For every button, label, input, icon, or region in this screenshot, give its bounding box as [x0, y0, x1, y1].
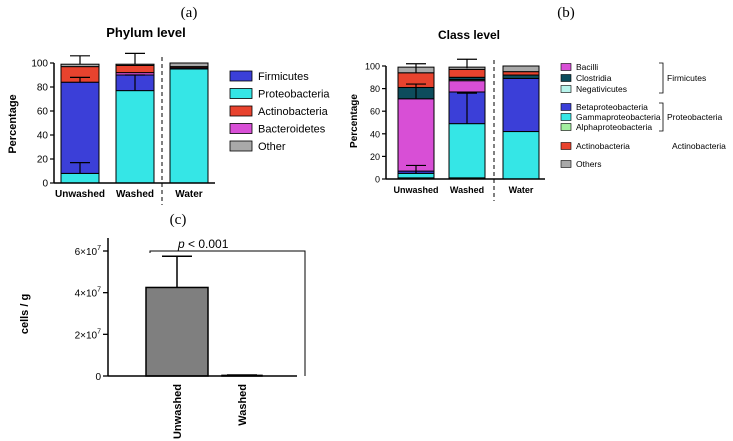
b-legend-bracket-firmicutes [659, 62, 664, 94]
b-bar-water-gammaproteobacteria [502, 131, 540, 180]
a-bar-unwashed-proteobacteria [60, 172, 100, 184]
b-legend-bracket-proteobacteria [659, 102, 664, 132]
a-legend-label-other: Other [258, 141, 286, 153]
a-xtick-label-washed: Washed [116, 189, 154, 200]
a-bar-washed-proteobacteria [115, 90, 155, 184]
b-bar-water-others [502, 65, 540, 73]
a-ytick-label-0: 0 [42, 179, 48, 190]
b-legend-swatch-betaproteobacteria [560, 103, 572, 111]
a-legend-swatch-firmicutes [229, 70, 253, 82]
c-ytick-exp: 7 [97, 328, 101, 335]
b-legend-group-firmicutes: Firmicutes [667, 73, 706, 83]
a-legend-label-proteobacteria: Proteobacteria [258, 89, 330, 101]
annotation-p: p [177, 237, 185, 251]
b-legend-group-actinobacteria: Actinobacteria [672, 141, 726, 151]
b-legend-swatch-alphaproteobacteria [560, 123, 572, 131]
c-ytick-label-20000000: 2×107 [75, 328, 102, 341]
b-bar-water-actinobacteria [502, 71, 540, 76]
a-bar-water-other [169, 62, 209, 68]
a-ytick-label-20: 20 [37, 155, 49, 166]
panel-label-a: (a) [181, 5, 198, 21]
a-bar-unwashed-other [60, 63, 100, 68]
panel-label-b: (b) [557, 5, 575, 21]
b-legend-swatch-clostridia [560, 74, 572, 82]
c-ytick-base: 2×10 [75, 330, 98, 341]
a-xtick-label-unwashed: Unwashed [55, 189, 105, 200]
a-bar-washed-other [115, 63, 155, 66]
b-xtick-label-water: Water [509, 185, 534, 195]
a-legend-swatch-bacteroidetes [229, 123, 253, 134]
c-xtick-label-washed: Washed [237, 384, 249, 426]
panel-label-c: (c) [170, 212, 187, 228]
chart-c-ylabel: cells / g [19, 294, 31, 334]
b-bar-washed-bacilli [448, 80, 486, 93]
a-xtick-label-water: Water [175, 189, 203, 200]
chart-b-title: Class level [438, 28, 500, 42]
a-bar-water-proteobacteria [169, 68, 209, 184]
chart-a-ylabel: Percentage [7, 94, 19, 153]
b-legend-label-alphaproteobacteria: Alphaproteobacteria [576, 122, 652, 132]
b-legend-label-clostridia: Clostridia [576, 73, 612, 83]
b-legend-label-negativicutes: Negativicutes [576, 84, 627, 94]
c-ytick-base: 4×10 [75, 289, 98, 300]
b-xtick-label-unwashed: Unwashed [393, 185, 438, 195]
annotation-threshold: < 0.001 [185, 237, 229, 251]
c-ytick-base: 0 [95, 372, 101, 383]
a-legend-label-actinobacteria: Actinobacteria [258, 106, 329, 118]
c-xtick-label-unwashed: Unwashed [172, 384, 184, 439]
b-ytick-label-100: 100 [365, 62, 380, 72]
b-legend-swatch-bacilli [560, 63, 572, 71]
chart-c-annotation: p < 0.001 [177, 237, 229, 251]
a-ytick-label-40: 40 [37, 131, 49, 142]
b-legend-group-proteobacteria: Proteobacteria [667, 112, 723, 122]
b-legend-swatch-others [560, 160, 572, 168]
a-bar-washed-actinobacteria [115, 64, 155, 74]
b-bar-water-clostridia [502, 74, 540, 79]
b-legend-label-betaproteobacteria: Betaproteobacteria [576, 102, 648, 112]
b-legend-label-actinobacteria: Actinobacteria [576, 141, 630, 151]
b-ytick-label-0: 0 [375, 175, 380, 185]
a-legend-label-bacteroidetes: Bacteroidetes [258, 124, 326, 136]
c-ytick-exp: 7 [97, 245, 101, 252]
c-ytick-label-0: 0 [95, 372, 101, 383]
a-bar-unwashed-firmicutes [60, 81, 100, 174]
a-legend-swatch-proteobacteria [229, 88, 253, 99]
chart-a-title: Phylum level [106, 25, 185, 40]
chart-phylum-level: Phylum level Percentage 0 20 40 60 80 100 Unwa… [7, 25, 330, 205]
chart-class-level: Class level Percentage 0 20 40 60 80 100 Unwas… [349, 28, 726, 201]
b-ytick-label-40: 40 [370, 129, 380, 139]
b-legend-label-gammaproteobacteria: Gammaproteobacteria [576, 112, 661, 122]
a-legend-swatch-actinobacteria [229, 105, 253, 117]
b-ytick-label-60: 60 [370, 107, 380, 117]
c-significance-bracket [149, 250, 306, 376]
b-bar-water-betaproteobacteria [502, 77, 540, 133]
c-bar-unwashed [145, 286, 209, 377]
b-legend-label-others: Others [576, 159, 602, 169]
b-legend-swatch-actinobacteria [560, 142, 572, 150]
b-bar-washed-actinobacteria [448, 68, 486, 78]
chart-cell-count: cells / g p < 0.001 Unwashed Washed02×107… [19, 237, 306, 439]
a-legend-label-firmicutes: Firmicutes [258, 71, 309, 83]
a-ytick-label-80: 80 [37, 83, 49, 94]
a-ytick-label-60: 60 [37, 107, 49, 118]
b-legend-swatch-negativicutes [560, 85, 572, 93]
a-legend-swatch-other [229, 140, 253, 152]
b-ytick-label-20: 20 [370, 152, 380, 162]
c-ytick-label-60000000: 6×107 [75, 245, 102, 258]
b-legend-label-bacilli: Bacilli [576, 62, 598, 72]
b-ytick-label-80: 80 [370, 84, 380, 94]
b-bar-washed-gammaproteobacteria [448, 123, 486, 179]
chart-b-ylabel: Percentage [349, 94, 360, 148]
c-ytick-label-40000000: 4×107 [75, 287, 102, 300]
b-bar-unwashed-gammaproteobacteria [397, 172, 435, 179]
c-ytick-base: 6×10 [75, 247, 98, 258]
b-bar-unwashed-bacilli [397, 98, 435, 172]
b-xtick-label-washed: Washed [450, 185, 484, 195]
a-ytick-label-100: 100 [31, 59, 48, 70]
b-legend-swatch-gammaproteobacteria [560, 113, 572, 121]
c-ytick-exp: 7 [97, 287, 101, 294]
